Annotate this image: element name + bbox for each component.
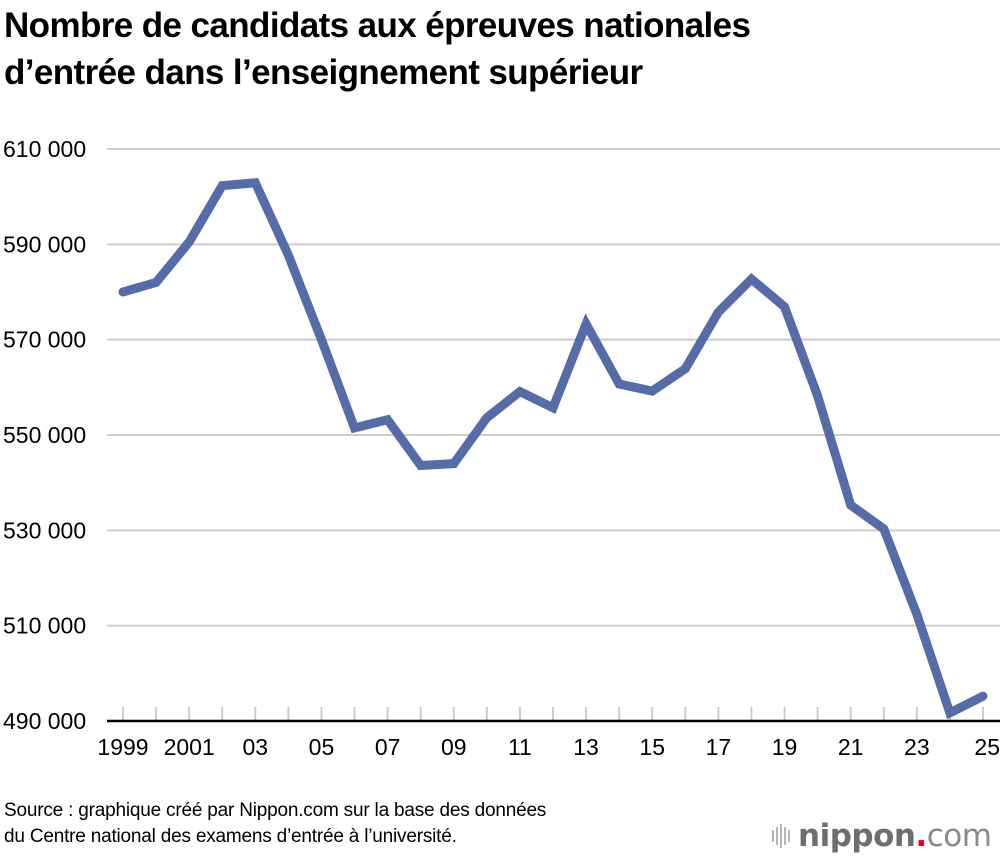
- y-tick-label: 490 000: [3, 708, 86, 734]
- y-tick-label: 610 000: [3, 136, 86, 162]
- x-tick-label: 23: [904, 734, 930, 760]
- x-tick-label: 11: [508, 734, 532, 760]
- x-tick-label: 09: [441, 734, 467, 760]
- series-layer: [118, 178, 988, 720]
- source-line-1: Source : graphique créé par Nippon.com s…: [4, 800, 547, 821]
- x-tick-label: 19: [772, 734, 798, 760]
- y-tick-label: 510 000: [3, 613, 86, 639]
- x-tick-label: 1999: [97, 734, 148, 760]
- series-line: [118, 178, 988, 720]
- sound-bars-icon: [772, 824, 790, 848]
- x-tick-label: 25: [974, 734, 1000, 760]
- x-tick-label: 03: [243, 734, 269, 760]
- chart-title-line-1: Nombre de candidats aux épreuves nationa…: [4, 6, 751, 45]
- x-tick-label: 2001: [164, 734, 215, 760]
- logo-wordmark: nippon.com: [798, 818, 992, 854]
- gridlines: [107, 148, 1000, 627]
- x-tick-label: 07: [375, 734, 401, 760]
- source-line-2: du Centre national des examens d’entrée …: [4, 826, 457, 847]
- x-axis-ticks: [122, 707, 984, 721]
- logo-tld: com: [926, 818, 992, 854]
- nippon-logo: nippon.com: [772, 818, 992, 854]
- source-note: Source : graphique créé par Nippon.com s…: [4, 798, 546, 850]
- x-tick-label: 05: [309, 734, 335, 760]
- x-tick-label: 17: [706, 734, 732, 760]
- chart-title: Nombre de candidats aux épreuves nationa…: [4, 2, 994, 96]
- y-axis-labels: 610 000 590 000 570 000 550 000 530 000 510 0…: [3, 136, 86, 734]
- y-tick-label: 590 000: [3, 231, 86, 257]
- x-tick-label: 13: [573, 734, 599, 760]
- y-tick-label: 570 000: [3, 327, 86, 353]
- logo-name: nippon: [798, 818, 916, 854]
- x-tick-label: 15: [639, 734, 665, 760]
- y-tick-label: 530 000: [3, 517, 86, 543]
- y-tick-label: 550 000: [3, 422, 86, 448]
- x-tick-label: 21: [838, 734, 864, 760]
- chart-title-line-2: d’entrée dans l’enseignement supérieur: [4, 53, 643, 92]
- logo-dot: .: [915, 818, 927, 854]
- x-axis-labels: 1999 2001 03 05 07 09 11 13 15 17 19 21 23 25: [97, 734, 1000, 760]
